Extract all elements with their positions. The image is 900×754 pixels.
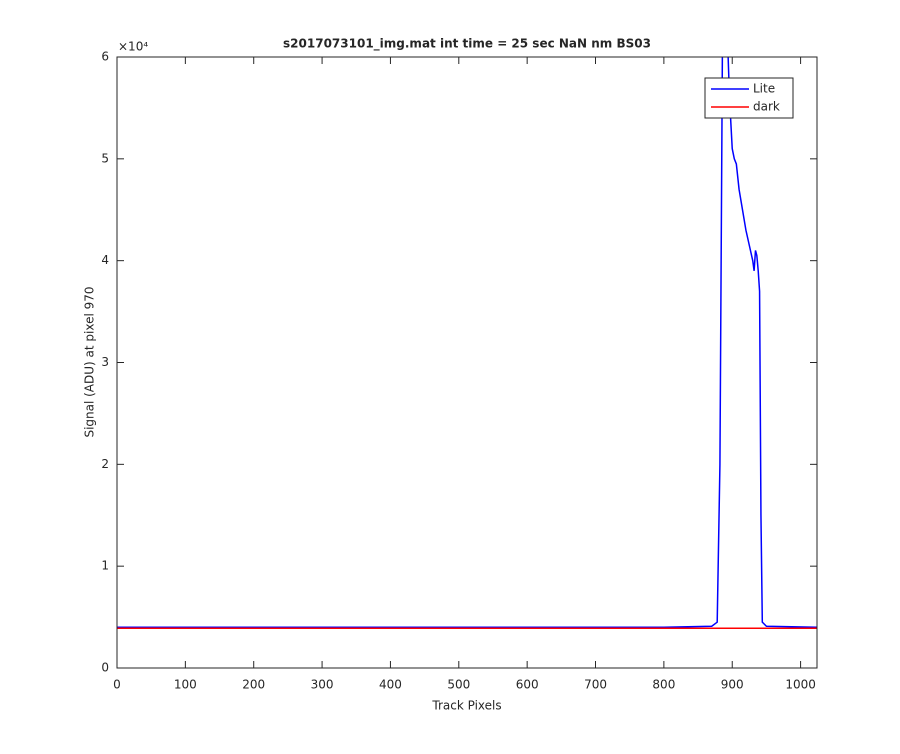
y-tick-label: 3 <box>101 355 109 369</box>
series-line <box>117 57 817 629</box>
plot-area <box>117 57 817 668</box>
x-tick-label: 400 <box>379 678 402 692</box>
legend-box <box>704 77 794 119</box>
y-tick-label: 2 <box>101 457 109 471</box>
x-tick-label: 0 <box>113 678 121 692</box>
x-axis-label: Track Pixels <box>431 699 501 713</box>
x-tick-label: 800 <box>652 678 675 692</box>
y-tick-label: 5 <box>101 151 109 165</box>
legend-label: dark <box>753 100 780 114</box>
y-tick-label: 0 <box>101 661 109 675</box>
x-tick-label: 500 <box>447 678 470 692</box>
legend-label: Lite <box>753 82 775 96</box>
series-group <box>117 57 817 630</box>
chart-title: s2017073101_img.mat int time = 25 sec Na… <box>283 37 651 52</box>
x-tick-label: 1000 <box>785 678 816 692</box>
x-tick-label: 200 <box>242 678 265 692</box>
axes-box <box>116 56 818 669</box>
y-axis-label: Signal (ADU) at pixel 970 <box>83 286 97 437</box>
y-tick-label: 4 <box>101 253 109 267</box>
x-tick-label: 600 <box>516 678 539 692</box>
y-tick-label: 1 <box>101 559 109 573</box>
y-exponent: ×10⁴ <box>118 40 148 54</box>
x-tick-label: 700 <box>584 678 607 692</box>
x-tick-label: 300 <box>311 678 334 692</box>
x-tick-label: 100 <box>174 678 197 692</box>
x-tick-label: 900 <box>721 678 744 692</box>
y-tick-label: 6 <box>101 50 109 64</box>
